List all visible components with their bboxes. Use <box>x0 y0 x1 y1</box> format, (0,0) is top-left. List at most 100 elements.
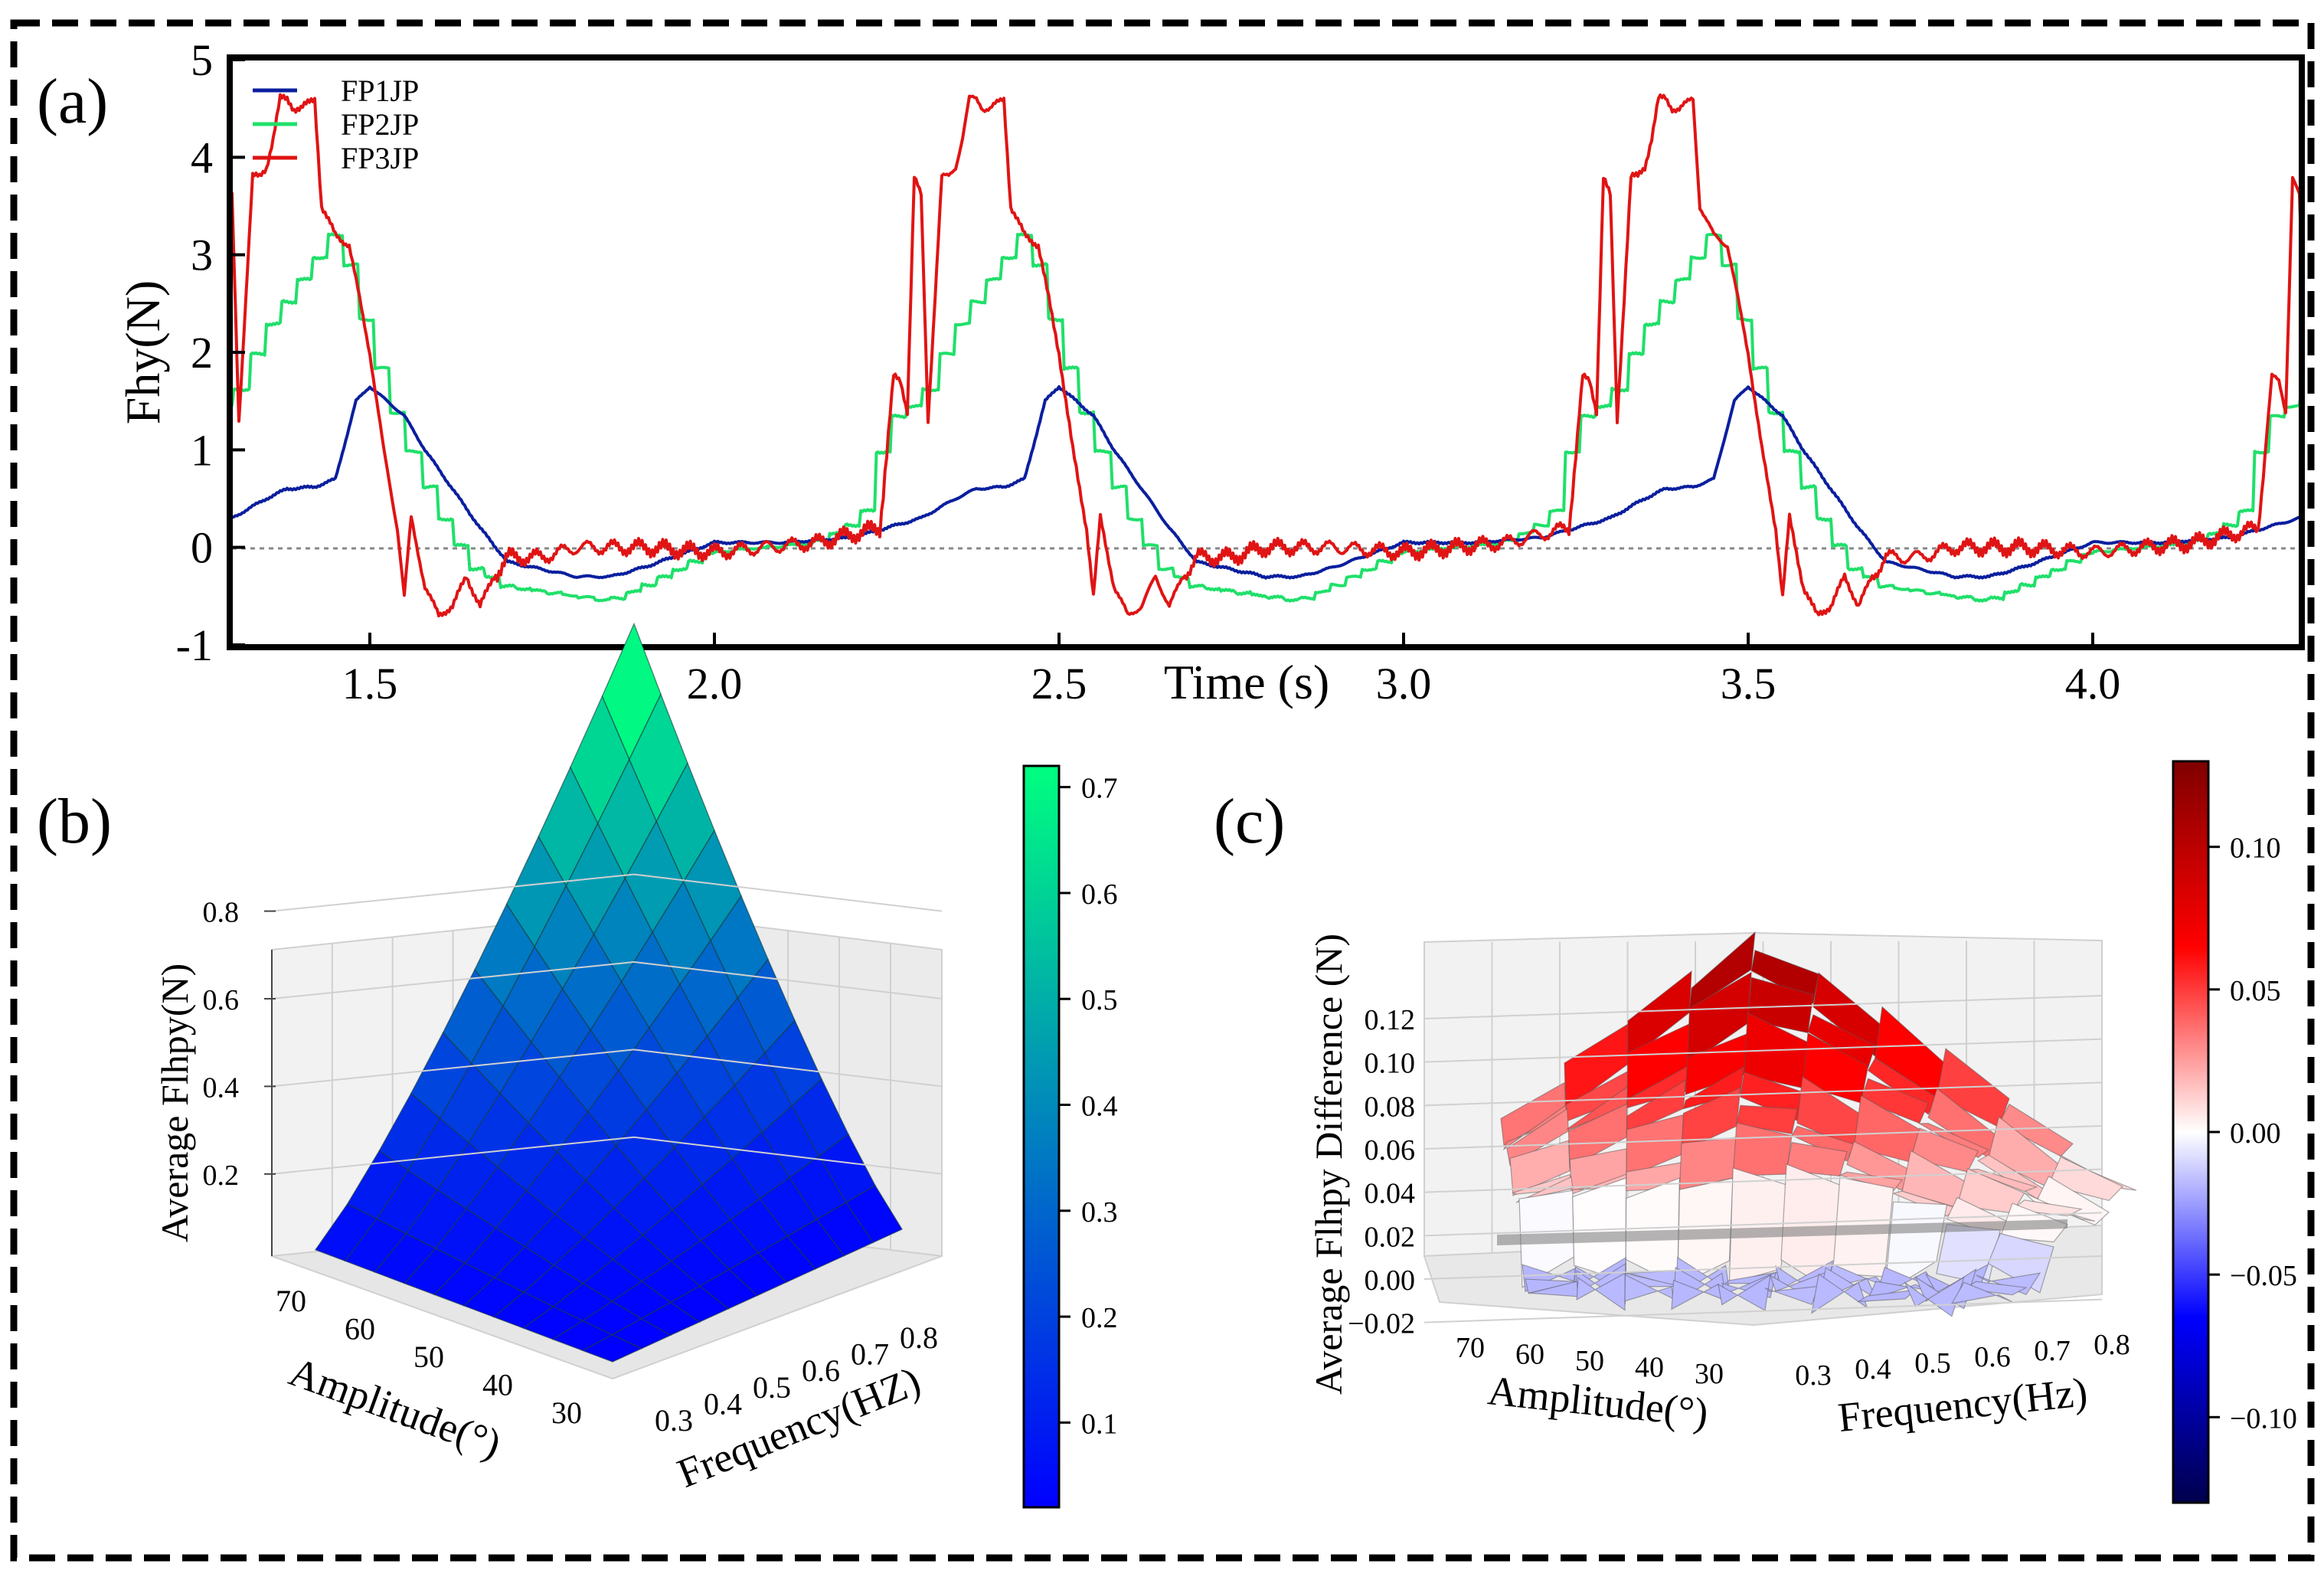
colorbar-tick-label-c: 0.00 <box>2230 1117 2281 1150</box>
surface-cell-c <box>1626 970 1692 1062</box>
surface-cell-c <box>1626 1079 1686 1135</box>
surface-cell-c <box>1747 977 1814 1034</box>
colorbar-tick-label-b: 0.6 <box>1081 878 1118 911</box>
z-tick-label-c: 0.00 <box>1365 1265 1416 1297</box>
z-tick-label-c: 0.02 <box>1365 1221 1416 1253</box>
x-tick-label-a: 1.5 <box>342 659 398 708</box>
panel-a: (a) -1 0 1 2 3 4 5 1.5 2.0 2.5 3.0 3.5 4.0 Fhy(N) T… <box>37 35 2305 709</box>
x-tick-label-a: 2.0 <box>687 659 743 708</box>
frequency-tick-label-b: 0.7 <box>851 1337 889 1372</box>
z-tick-label-c: 0.12 <box>1365 1004 1416 1036</box>
frequency-tick-label-b: 0.8 <box>900 1320 938 1355</box>
surface-cell-c <box>1528 1281 1579 1297</box>
z-grid-line-c <box>1423 1038 2103 1063</box>
surface-cell-c <box>1998 1103 2074 1157</box>
amplitude-tick-label-c: 70 <box>1456 1332 1485 1364</box>
colorbar-ticks-b: 0.1 0.2 0.3 0.4 0.5 0.6 0.7 <box>1059 773 1118 1440</box>
z-grid-line-b <box>271 1136 635 1175</box>
surface-cell-c <box>1576 1272 1626 1311</box>
frequency-tick-label-b: 0.6 <box>802 1353 840 1388</box>
surface-cell-c <box>1967 1168 2038 1193</box>
surface-cell-c <box>1956 1167 2025 1214</box>
z-tick-label-c: −0.02 <box>1348 1308 1415 1340</box>
surface-c <box>1497 931 2137 1317</box>
colorbar-tick-label-b: 0.1 <box>1081 1408 1118 1440</box>
surface-cell-c <box>1963 1281 2028 1296</box>
y-axis-a: -1 0 1 2 3 4 5 <box>176 35 245 670</box>
line-series-group <box>232 93 2299 618</box>
frequency-tick-label-b: 0.5 <box>753 1370 791 1405</box>
z-grid-line-b <box>633 873 943 912</box>
z-grid-line-c <box>1423 995 2103 1019</box>
colorbar-tick-label-b: 0.3 <box>1081 1196 1118 1229</box>
frequency-tick-label-c: 0.7 <box>2034 1335 2071 1367</box>
surface-b <box>314 622 904 1363</box>
amplitude-axis-c: 70 60 50 40 30 <box>1456 1332 1724 1390</box>
amplitude-tick-label-c: 50 <box>1575 1345 1604 1377</box>
amplitude-tick-label-b: 50 <box>413 1340 444 1374</box>
y-tick-label-a: 4 <box>191 133 213 182</box>
z-grid-line-b <box>271 961 635 1000</box>
frequency-tick-label-c: 0.6 <box>1974 1341 2011 1373</box>
surface-cell-c <box>1681 1087 1741 1153</box>
panel-label-c: (c) <box>1214 786 1285 857</box>
amplitude-label-b: Amplitude(°) <box>283 1349 507 1467</box>
z-tick-label-b: 0.2 <box>203 1160 240 1192</box>
panel-label-b: (b) <box>37 786 112 857</box>
zero-plane-c <box>1497 1219 2067 1245</box>
colorbar-ticks-c: 0.10 0.05 0.00 −0.05 −0.10 <box>2208 833 2297 1435</box>
z-axis-label-c: Average Flhpy Difference (N) <box>1307 934 1350 1395</box>
z-axis-c: −0.02 0.00 0.02 0.04 0.06 0.08 0.10 0.12 <box>1348 995 2103 1340</box>
z-grid-line-c <box>1423 1298 2103 1323</box>
colorbar-tick-label-c: −0.10 <box>2230 1402 2297 1435</box>
panel-c: (c) −0.02 0.00 0.02 0.04 0.06 0.08 0.10 0.12 70… <box>1214 760 2297 1504</box>
z-axis-label-b: Average Flhpy(N) <box>153 964 196 1242</box>
colorbar-c <box>2172 760 2210 1504</box>
amplitude-tick-label-c: 40 <box>1635 1352 1664 1384</box>
surface-cell-c <box>1688 931 1756 1012</box>
amplitude-tick-label-b: 40 <box>482 1368 513 1402</box>
plot-frame-a <box>227 54 2305 650</box>
z-tick-label-b: 0.4 <box>203 1072 240 1104</box>
z-grid-line-c <box>1423 1125 2103 1150</box>
frequency-tick-label-c: 0.3 <box>1795 1359 1832 1392</box>
surface-cell-c <box>1718 1274 1771 1311</box>
amplitude-tick-label-b: 30 <box>551 1395 582 1430</box>
frequency-tick-label-c: 0.8 <box>2094 1329 2130 1361</box>
series-line-FP2JP <box>232 232 2299 603</box>
amplitude-tick-label-c: 30 <box>1695 1358 1724 1390</box>
amplitude-axis-b: 70 60 50 40 30 <box>276 1284 582 1430</box>
colorbar-tick-label-b: 0.7 <box>1081 773 1118 805</box>
y-tick-label-a: 3 <box>191 231 213 280</box>
z-grid-line-c <box>1423 1081 2103 1107</box>
z-axis-b: 0.2 0.4 0.6 0.8 <box>203 873 943 1192</box>
y-axis-label-a: Fhy(N) <box>116 280 170 424</box>
amplitude-tick-label-b: 60 <box>345 1312 375 1346</box>
z-grid-line-c <box>1423 1212 2103 1237</box>
amplitude-label-c: Amplitude(°) <box>1486 1367 1710 1436</box>
legend-label-FP1JP: FP1JP <box>341 74 419 108</box>
dashed-frame <box>10 19 2315 1562</box>
x-axis-label-a: Time (s) <box>1164 655 1329 709</box>
z-tick-label-b: 0.6 <box>203 984 240 1016</box>
panel-b: (b) 0.2 0.4 0.6 0.8 70 60 50 40 30 0.3 0.4 0.5 0.6… <box>37 622 1118 1509</box>
x-tick-label-a: 3.5 <box>1721 659 1777 708</box>
amplitude-tick-label-c: 60 <box>1515 1339 1544 1371</box>
z-tick-label-b: 0.8 <box>203 897 240 929</box>
panel-label-a: (a) <box>37 66 108 137</box>
surface-cell-c <box>1506 1107 1570 1166</box>
surface-cell-c <box>1786 1141 1848 1177</box>
z-grid-line-b <box>633 961 943 1000</box>
frequency-tick-label-b: 0.4 <box>704 1386 742 1421</box>
frequency-axis-b: 0.3 0.4 0.5 0.6 0.7 0.8 <box>655 1320 938 1438</box>
frequency-tick-label-b: 0.3 <box>655 1403 693 1438</box>
z-grid-line-b <box>271 1049 635 1088</box>
z-tick-label-c: 0.04 <box>1365 1178 1416 1210</box>
x-axis-a: 1.5 2.0 2.5 3.0 3.5 4.0 <box>342 633 2120 708</box>
z-tick-label-c: 0.06 <box>1365 1134 1416 1166</box>
y-tick-label-a: 0 <box>191 523 213 573</box>
frequency-tick-label-c: 0.4 <box>1855 1353 1891 1386</box>
z-grid-line-b <box>633 1049 943 1088</box>
surface-cell-c <box>1687 971 1752 1066</box>
